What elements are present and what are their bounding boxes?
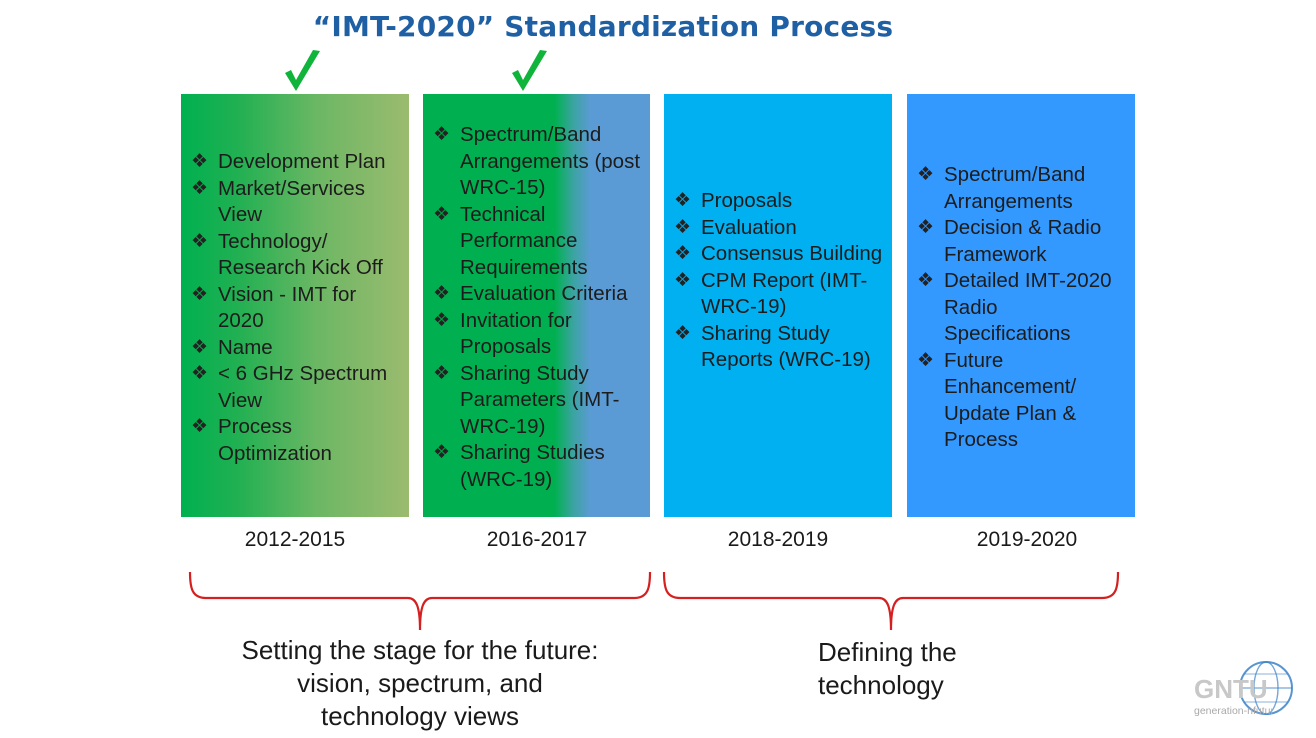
caption-line: Defining the (818, 637, 957, 667)
list-item: ❖ Detailed IMT-2020 Radio Specifications (917, 268, 1129, 348)
list-item: ❖ Technical Performance Requirements (433, 202, 644, 282)
gntu-logo-icon: GNTU generation-nfutur (1194, 661, 1293, 717)
diamond-bullet-icon: ❖ (191, 230, 209, 252)
phase-card-2016-2017: ❖ Spectrum/Band Arrangements (post WRC-15… (423, 94, 650, 517)
phase-item-list: ❖ Proposals ❖ Evaluation ❖ Consensus Buildi… (674, 188, 886, 374)
list-item: ❖ Spectrum/Band Arrangements (917, 162, 1129, 215)
group-caption-defining-technology: Defining the technology (800, 636, 998, 702)
item-text: Decision & Radio Framework (944, 216, 1102, 266)
list-item: ❖ Evaluation Criteria (433, 281, 644, 308)
diamond-bullet-icon: ❖ (191, 363, 209, 384)
item-text: Technology/ Research Kick Off (218, 229, 383, 280)
diamond-bullet-icon: ❖ (917, 349, 935, 371)
period-label: 2019-2020 (976, 528, 1078, 551)
diamond-bullet-icon: ❖ (674, 243, 692, 264)
caption-line: vision, spectrum, and (297, 668, 543, 698)
item-text: < 6 GHz Spectrum View (218, 362, 388, 412)
diamond-bullet-icon: ❖ (191, 283, 209, 305)
diamond-bullet-icon: ❖ (433, 203, 451, 225)
page-title: “IMT-2020” Standardization Process (312, 10, 894, 43)
phase-item-list: ❖ Development Plan ❖ Market/Services View … (191, 149, 403, 467)
group-brace-right (662, 571, 1120, 631)
item-text: Consensus Building (701, 242, 883, 265)
list-item: ❖ Vision - IMT for 2020 (191, 282, 403, 335)
diamond-bullet-icon: ❖ (917, 270, 935, 291)
diamond-bullet-icon: ❖ (191, 177, 209, 199)
diamond-bullet-icon: ❖ (433, 442, 451, 463)
list-item: ❖ Sharing Study Parameters (IMT-WRC-19) (433, 361, 644, 441)
item-text: Future Enhancement/ Update Plan & Proces… (944, 348, 1077, 452)
item-text: Sharing Study Reports (WRC-19) (701, 321, 871, 372)
list-item: ❖ Market/Services View (191, 176, 403, 229)
list-item: ❖ Development Plan (191, 149, 403, 176)
item-text: Process Optimization (218, 415, 332, 465)
list-item: ❖ Technology/ Research Kick Off (191, 229, 403, 282)
item-text: CPM Report (IMT-WRC-19) (701, 268, 868, 319)
phase-card-2018-2019: ❖ Proposals ❖ Evaluation ❖ Consensus Buildi… (664, 94, 892, 517)
list-item: ❖ < 6 GHz Spectrum View (191, 361, 403, 414)
diamond-bullet-icon: ❖ (191, 416, 209, 437)
group-caption-setting-stage: Setting the stage for the future: vision… (210, 634, 630, 733)
caption-line: technology (818, 670, 944, 700)
list-item: ❖ Name (191, 335, 403, 362)
item-text: Proposals (701, 189, 793, 212)
diamond-bullet-icon: ❖ (674, 269, 692, 291)
list-item: ❖ CPM Report (IMT-WRC-19) (674, 268, 886, 321)
phase-item-list: ❖ Spectrum/Band Arrangements (post WRC-15… (433, 122, 644, 493)
check-mark-icon (285, 50, 320, 91)
diamond-bullet-icon: ❖ (433, 362, 451, 384)
item-text: Detailed IMT-2020 Radio Specifications (944, 269, 1112, 345)
phase-card-2019-2020: ❖ Spectrum/Band Arrangements ❖ Decision & … (907, 94, 1135, 517)
list-item: ❖ Decision & Radio Framework (917, 215, 1129, 268)
list-item: ❖ Spectrum/Band Arrangements (post WRC-15… (433, 122, 644, 202)
phase-card-2012-2015: ❖ Development Plan ❖ Market/Services View … (181, 94, 409, 517)
list-item: ❖ Invitation for Proposals (433, 308, 644, 361)
phase-item-list: ❖ Spectrum/Band Arrangements ❖ Decision & … (917, 162, 1129, 454)
list-item: ❖ Evaluation (674, 215, 886, 242)
diamond-bullet-icon: ❖ (433, 124, 451, 145)
diamond-bullet-icon: ❖ (433, 309, 451, 331)
item-text: Spectrum/Band Arrangements (944, 163, 1086, 213)
item-text: Technical Performance Requirements (460, 202, 588, 279)
logo-wordmark: GNTU (1194, 674, 1268, 704)
list-item: ❖ Consensus Building (674, 241, 886, 268)
item-text: Development Plan (218, 150, 386, 173)
list-item: ❖ Process Optimization (191, 414, 403, 467)
diamond-bullet-icon: ❖ (674, 216, 692, 238)
caption-line: technology views (321, 701, 519, 731)
diamond-bullet-icon: ❖ (674, 190, 692, 211)
item-text: Evaluation (701, 215, 797, 239)
period-label: 2018-2019 (727, 528, 829, 551)
check-mark-icon (512, 50, 547, 91)
list-item: ❖ Sharing Study Reports (WRC-19) (674, 321, 886, 374)
list-item: ❖ Sharing Studies (WRC-19) (433, 440, 644, 493)
caption-line: Setting the stage for the future: (241, 635, 599, 665)
diamond-bullet-icon: ❖ (191, 336, 209, 358)
list-item: ❖ Future Enhancement/ Update Plan & Proce… (917, 348, 1129, 454)
period-label: 2016-2017 (486, 528, 588, 551)
diamond-bullet-icon: ❖ (674, 322, 692, 344)
item-text: Vision - IMT for 2020 (218, 282, 357, 333)
item-text: Evaluation Criteria (460, 282, 628, 305)
item-text: Name (218, 335, 273, 359)
diamond-bullet-icon: ❖ (191, 151, 209, 172)
period-label: 2012-2015 (244, 528, 346, 551)
group-brace-left (188, 571, 652, 631)
item-text: Spectrum/Band Arrangements (post WRC-15) (460, 123, 641, 199)
item-text: Market/Services View (218, 176, 365, 227)
item-text: Invitation for Proposals (460, 308, 572, 359)
diamond-bullet-icon: ❖ (917, 217, 935, 238)
item-text: Sharing Studies (WRC-19) (460, 441, 605, 491)
logo-tagline: generation-nfutur (1194, 705, 1274, 717)
diamond-bullet-icon: ❖ (917, 164, 935, 185)
list-item: ❖ Proposals (674, 188, 886, 215)
diamond-bullet-icon: ❖ (433, 283, 451, 304)
item-text: Sharing Study Parameters (IMT-WRC-19) (460, 361, 620, 438)
